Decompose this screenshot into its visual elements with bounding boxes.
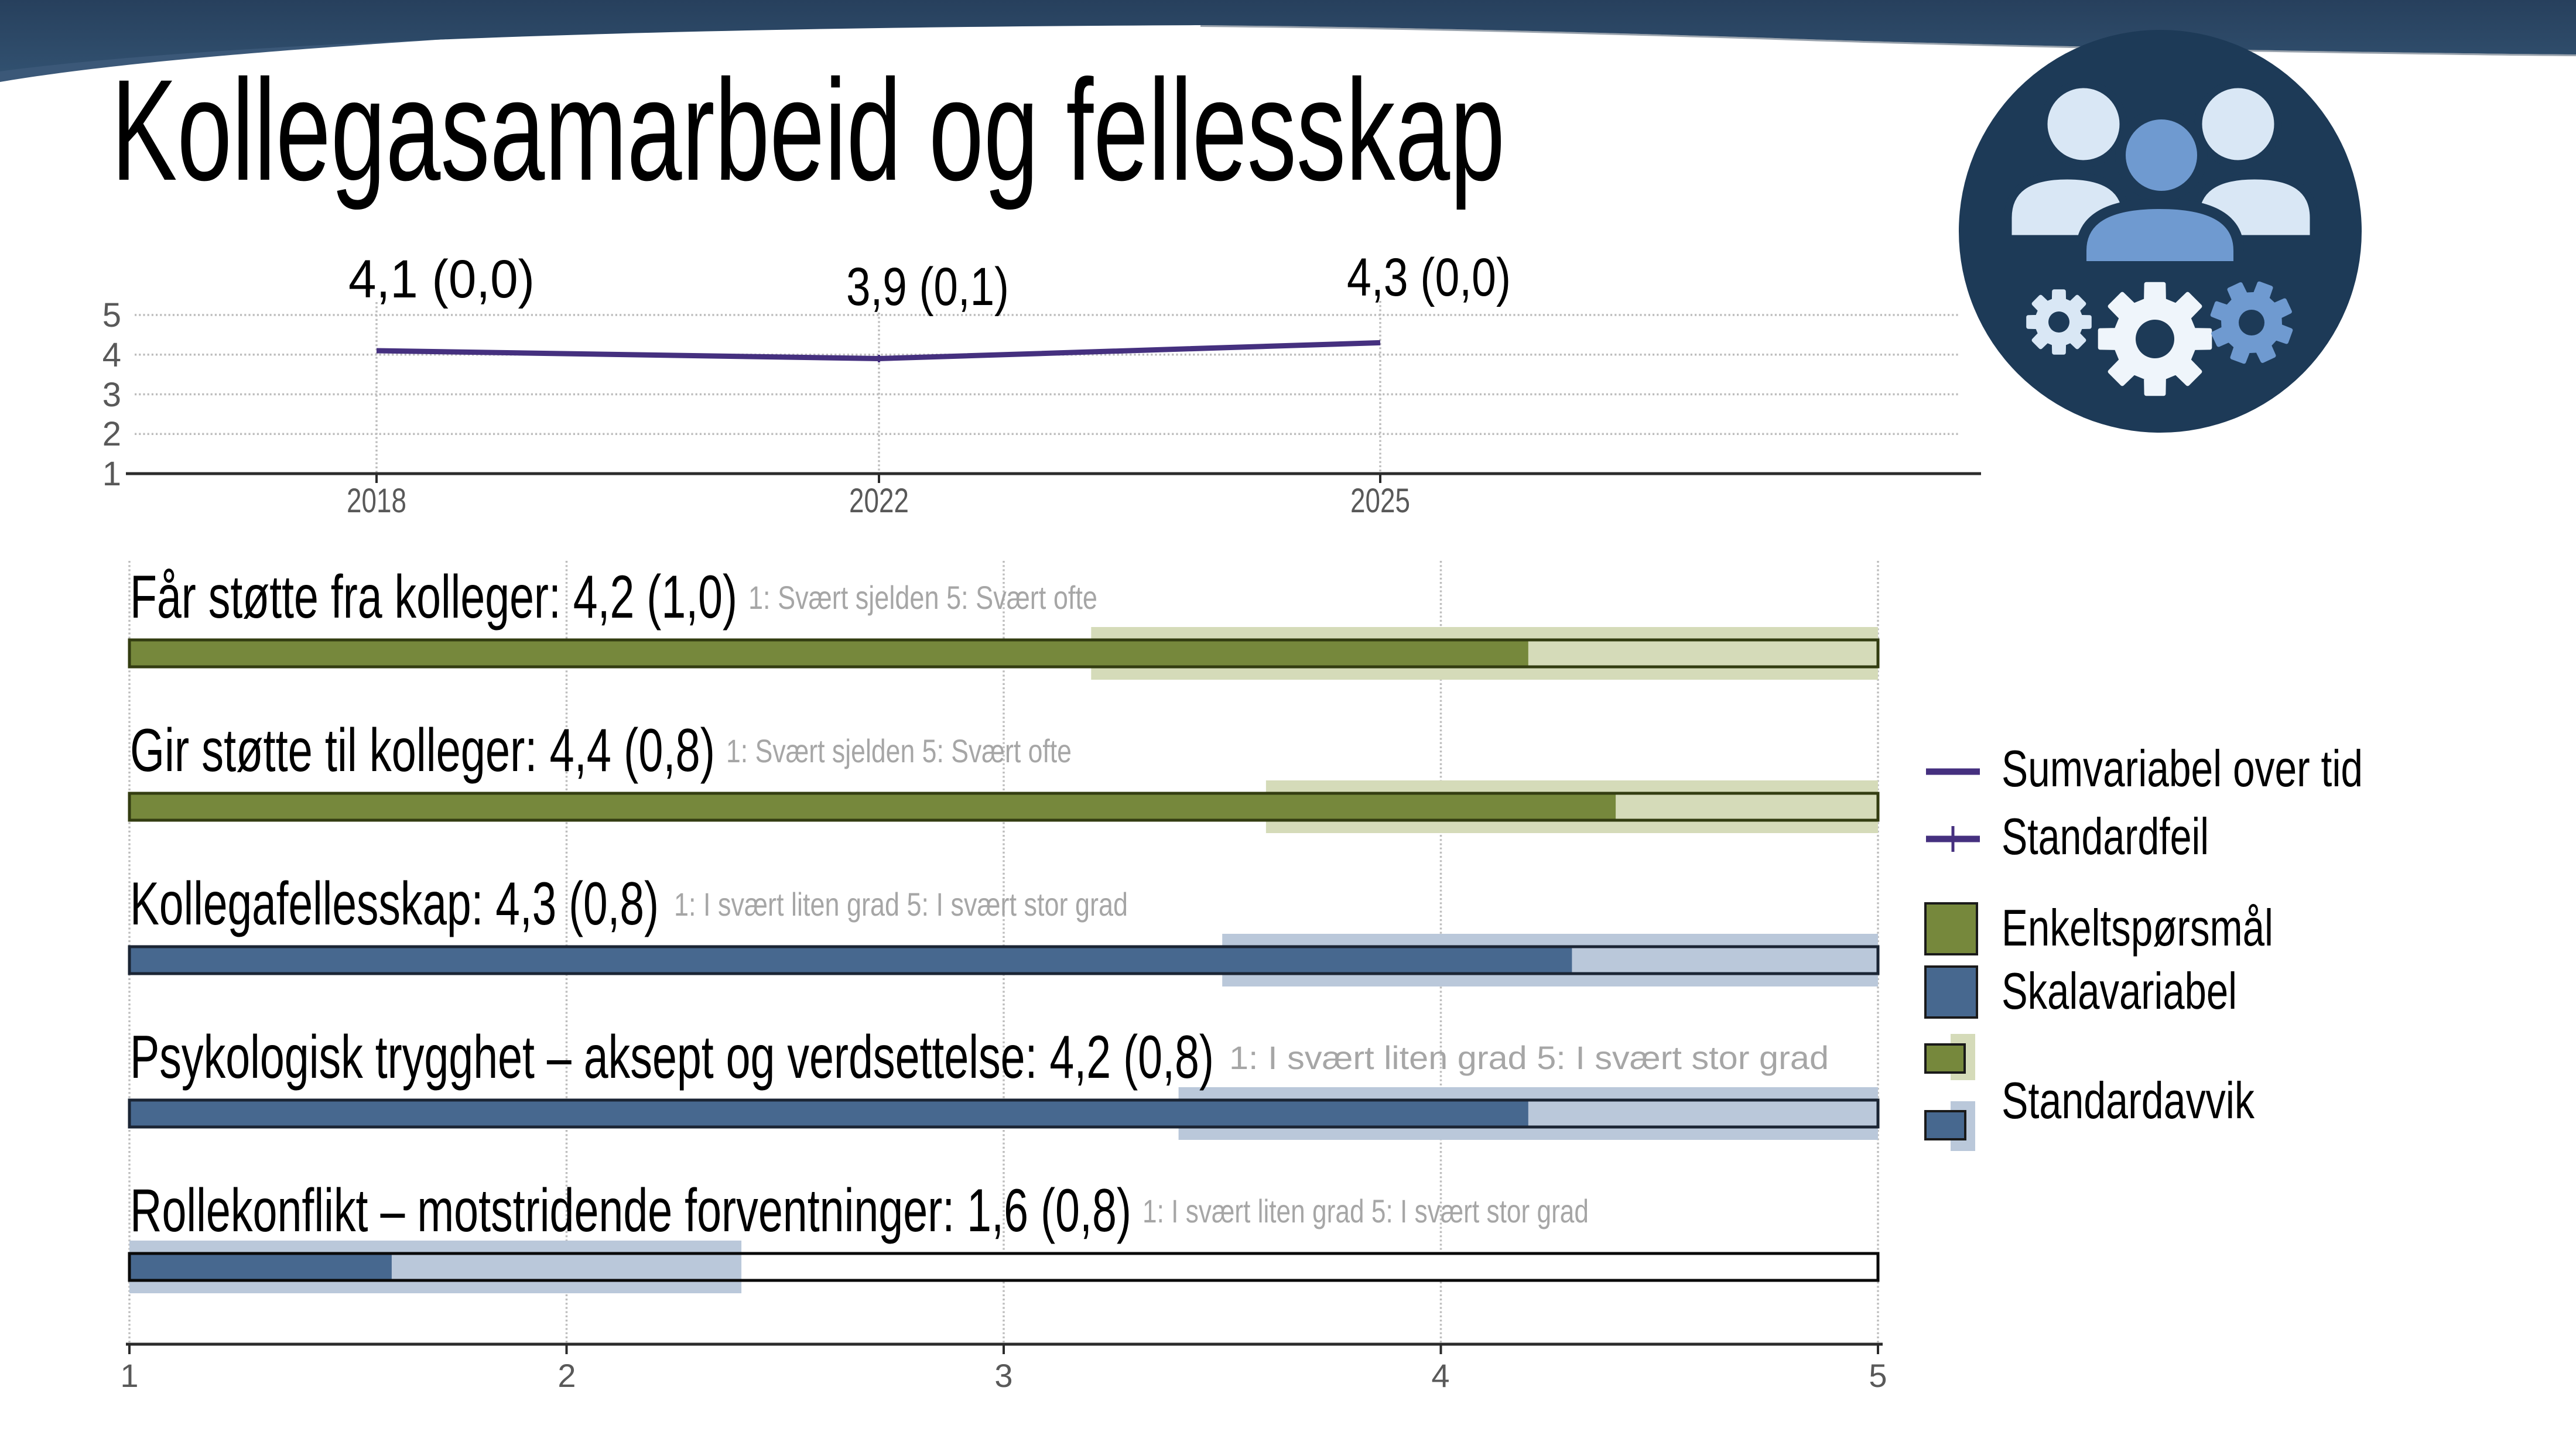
- svg-text:1: I svært liten grad 5: I svæ: 1: I svært liten grad 5: I svært stor gr…: [1142, 1193, 1589, 1229]
- svg-text:3: 3: [994, 1357, 1012, 1394]
- svg-text:Får støtte fra kolleger: 4,2 (: Får støtte fra kolleger: 4,2 (1,0): [130, 563, 737, 631]
- svg-text:4: 4: [1431, 1357, 1449, 1394]
- svg-text:4,3 (0,0): 4,3 (0,0): [1347, 248, 1511, 307]
- svg-text:1: Svært sjelden 5: Svært ofte: 1: Svært sjelden 5: Svært ofte: [748, 579, 1097, 616]
- svg-text:1: I svært liten grad 5: I svæ: 1: I svært liten grad 5: I svært stor gr…: [674, 886, 1128, 923]
- svg-text:4,1 (0,0): 4,1 (0,0): [348, 249, 535, 309]
- svg-text:2: 2: [102, 415, 121, 453]
- svg-text:5: 5: [1869, 1357, 1887, 1394]
- svg-text:4: 4: [102, 336, 121, 374]
- svg-text:Psykologisk trygghet – aksept: Psykologisk trygghet – aksept og verdset…: [130, 1023, 1214, 1091]
- svg-text:Rollekonflikt – motstridende f: Rollekonflikt – motstridende forventning…: [130, 1177, 1131, 1245]
- svg-text:2022: 2022: [849, 482, 909, 520]
- svg-text:1: Svært sjelden 5: Svært ofte: 1: Svært sjelden 5: Svært ofte: [726, 732, 1072, 769]
- svg-text:3,9 (0,1): 3,9 (0,1): [846, 257, 1009, 317]
- svg-text:Kollegasamarbeid og fellesskap: Kollegasamarbeid og fellesskap: [111, 50, 1505, 211]
- svg-text:Skalavariabel: Skalavariabel: [2002, 962, 2237, 1020]
- svg-text:2: 2: [557, 1357, 576, 1394]
- svg-text:Enkeltspørsmål: Enkeltspørsmål: [2002, 899, 2273, 957]
- svg-text:3: 3: [102, 376, 121, 414]
- svg-text:1: 1: [120, 1357, 138, 1394]
- svg-text:1: 1: [102, 455, 121, 493]
- svg-text:1: I svært liten grad 5: I svæ: 1: I svært liten grad 5: I svært stor gr…: [1229, 1039, 1829, 1076]
- svg-text:Gir støtte til kolleger: 4,4 (: Gir støtte til kolleger: 4,4 (0,8): [130, 717, 715, 785]
- svg-text:2025: 2025: [1350, 482, 1410, 520]
- svg-text:Standardfeil: Standardfeil: [2002, 807, 2209, 865]
- svg-text:Sumvariabel over tid: Sumvariabel over tid: [2002, 739, 2363, 797]
- svg-text:2018: 2018: [347, 482, 406, 520]
- svg-text:Standardavvik: Standardavvik: [2002, 1071, 2255, 1129]
- svg-text:5: 5: [102, 296, 121, 334]
- svg-text:Kollegafellesskap: 4,3 (0,8): Kollegafellesskap: 4,3 (0,8): [130, 870, 659, 938]
